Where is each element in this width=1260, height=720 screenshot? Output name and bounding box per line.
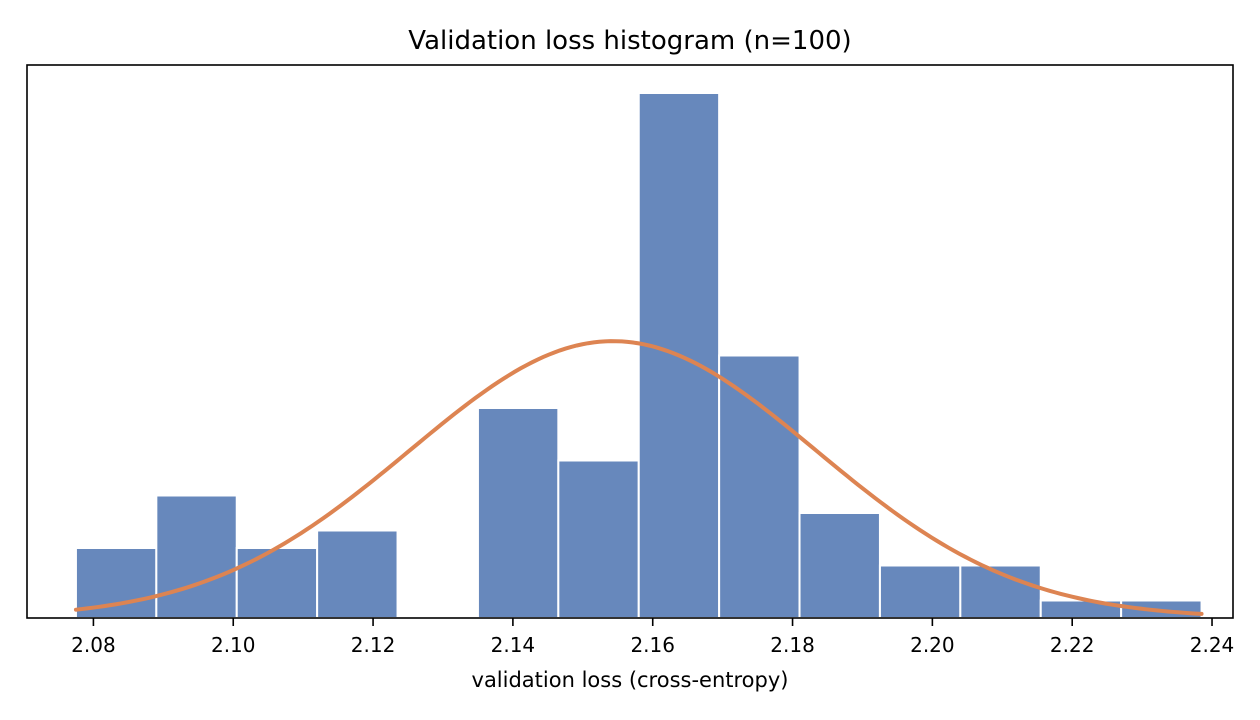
histogram-bar [476, 407, 560, 619]
histogram-bar [235, 547, 319, 619]
x-axis-label: validation loss (cross-entropy) [472, 668, 789, 692]
bars-group [74, 92, 1203, 619]
plot-frame [26, 64, 1234, 619]
x-tick-label: 2.24 [1190, 633, 1235, 657]
kde-curve [73, 339, 1204, 616]
x-tick-label: 2.16 [630, 633, 675, 657]
x-tick-label: 2.18 [770, 633, 815, 657]
histogram-bar [316, 529, 399, 619]
x-tick-label: 2.20 [910, 633, 955, 657]
histogram-bar [718, 354, 801, 619]
x-tick-label: 2.14 [491, 633, 536, 657]
x-tick-label: 2.12 [351, 633, 396, 657]
x-axis-ticks: 2.08 2.10 2.12 2.14 2.16 2.18 2.20 2.22 2.24 [71, 618, 1234, 657]
histogram-bar [155, 494, 238, 619]
histogram-bar [557, 459, 640, 619]
x-tick-label: 2.10 [211, 633, 256, 657]
histogram-bar [878, 564, 962, 619]
x-tick-label: 2.08 [71, 633, 116, 657]
chart-title: Validation loss histogram (n=100) [408, 26, 851, 56]
x-tick-label: 2.22 [1050, 633, 1095, 657]
histogram-bar [798, 512, 881, 619]
